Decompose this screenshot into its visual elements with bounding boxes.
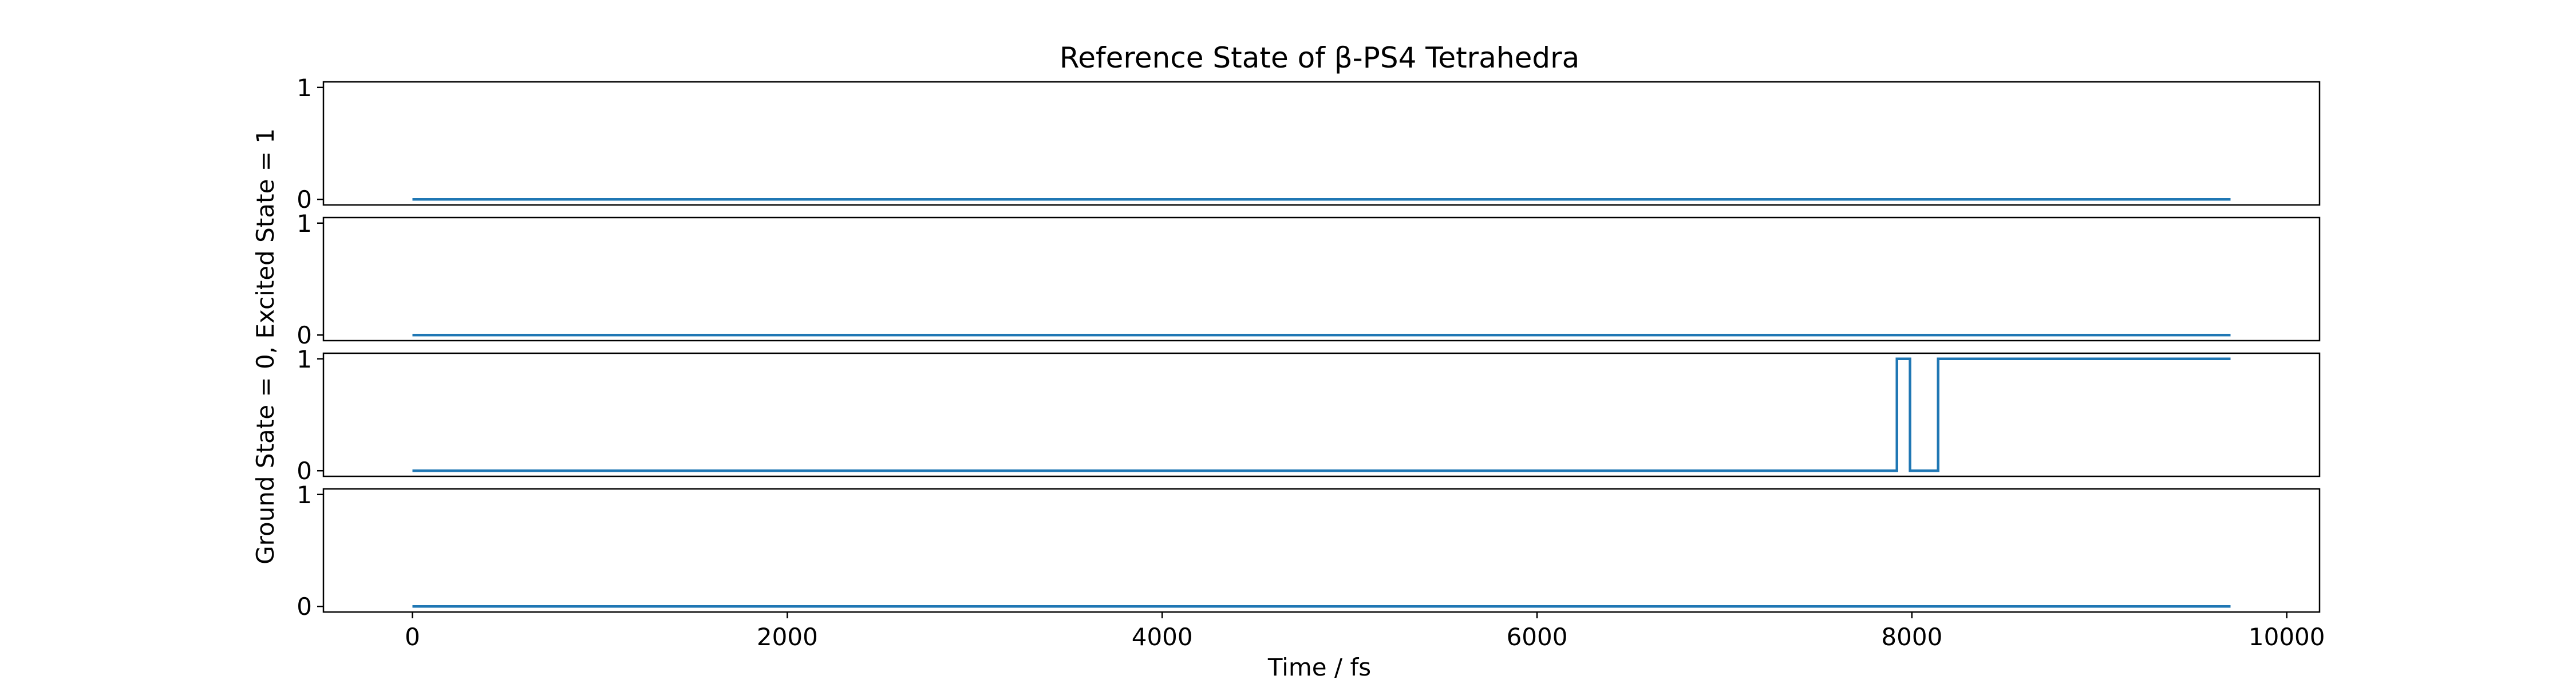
y-tick-label-2-0: 0 [297,321,312,349]
y-axis-label: Ground State = 0, Excited State = 1 [251,128,279,564]
x-tick-label-10000: 10000 [2249,623,2325,651]
subplot-frame-2 [322,216,2321,342]
x-tick-label-2000: 2000 [757,623,818,651]
y-tick-label-4-0: 0 [297,593,312,621]
subplot-frame-1 [322,81,2321,206]
x-tick-label-8000: 8000 [1881,623,1942,651]
y-tick-label-4-1: 1 [297,481,312,509]
x-tick-label-6000: 6000 [1507,623,1568,651]
x-tick-label-4000: 4000 [1132,623,1193,651]
subplot-frame-4 [322,488,2321,613]
x-axis: 0 2000 4000 6000 8000 10000 [405,612,2325,651]
subplot-1: 01 [297,74,2321,214]
subplot-4: 01 [297,481,2321,621]
x-tick-label-0: 0 [405,623,420,651]
subplot-2: 01 [297,210,2321,349]
y-tick-label-1-1: 1 [297,74,312,102]
series-line-3 [412,357,2231,472]
y-tick-label-2-1: 1 [297,210,312,238]
y-tick-label-3-1: 1 [297,345,312,373]
y-tick-label-3-0: 0 [297,457,312,485]
y-tick-label-1-0: 0 [297,185,312,214]
x-axis-label: Time / fs [1267,653,1371,681]
subplot-3: 01 [297,345,2321,485]
chart-title: Reference State of β-PS4 Tetrahedra [1060,41,1580,74]
subplot-frame-3 [322,352,2321,477]
